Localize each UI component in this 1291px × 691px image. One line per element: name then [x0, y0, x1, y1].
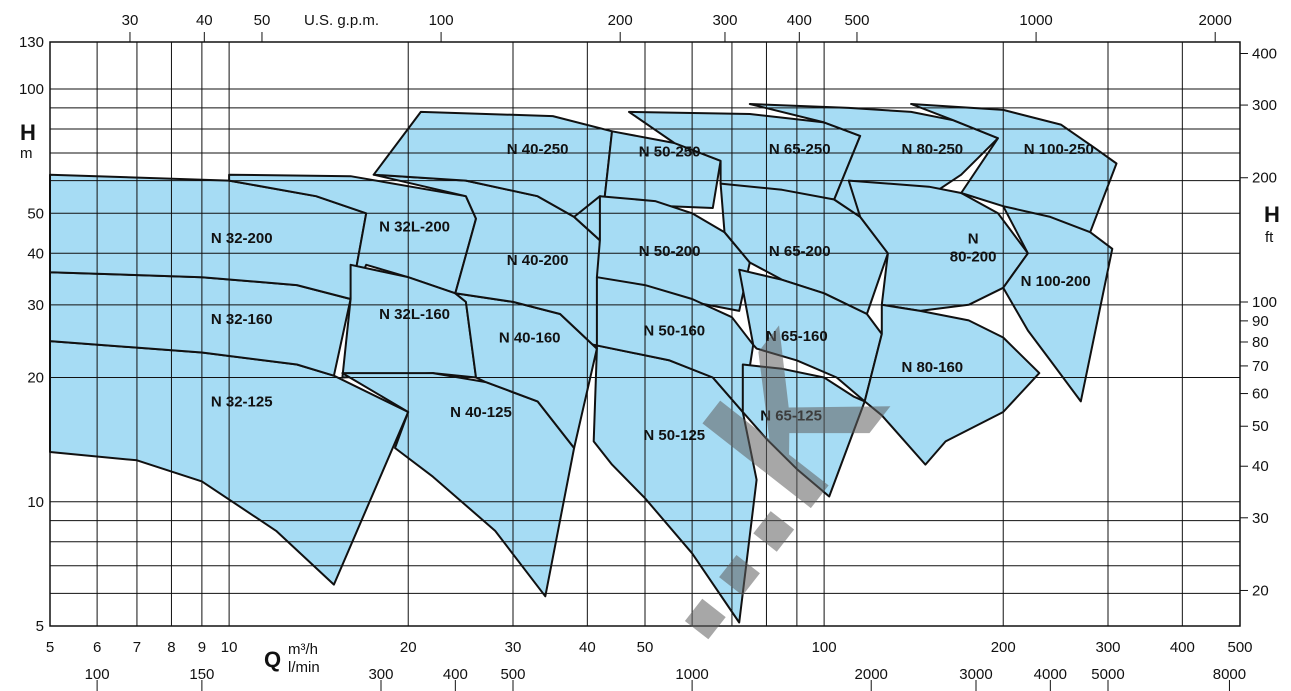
region-n-80-160: [863, 303, 1041, 466]
region-label: N 65-250: [769, 141, 831, 158]
region-label: N 80-250: [901, 141, 963, 158]
x-tick-m3h: 9: [198, 639, 206, 656]
y-right-unit: ft: [1265, 229, 1274, 246]
x-tick-gpm: 200: [608, 12, 633, 29]
y-tick-ft: 60: [1252, 386, 1269, 403]
y-tick-ft: 40: [1252, 458, 1269, 475]
y-tick-m: 50: [27, 205, 44, 222]
y-tick-m: 40: [27, 245, 44, 262]
x-tick-m3h: 200: [991, 639, 1016, 656]
y-tick-m: 5: [36, 618, 44, 635]
x-tick-gpm: 400: [787, 12, 812, 29]
x-unit-primary: m³/h: [288, 641, 318, 658]
y-tick-ft: 100: [1252, 294, 1277, 311]
x-top-unit: U.S. g.p.m.: [304, 12, 379, 29]
y-tick-ft: 80: [1252, 334, 1269, 351]
x-tick-lmin: 2000: [855, 666, 888, 683]
x-tick-m3h: 50: [637, 639, 654, 656]
region-label: N 40-125: [450, 404, 512, 421]
plot-frame: [49, 41, 1241, 627]
y-left-symbol: H: [20, 120, 36, 145]
region-label: N 80-200: [950, 231, 997, 266]
x-tick-m3h: 6: [93, 639, 101, 656]
x-tick-gpm: 30: [122, 12, 139, 29]
x-tick-lmin: 4000: [1034, 666, 1067, 683]
x-tick-lmin: 300: [368, 666, 393, 683]
x-tick-lmin: 100: [85, 666, 110, 683]
x-tick-m3h: 30: [505, 639, 522, 656]
y-tick-ft: 200: [1252, 170, 1277, 187]
region-label: N 50-250: [639, 144, 701, 161]
x-tick-m3h: 10: [221, 639, 238, 656]
y-tick-ft: 20: [1252, 582, 1269, 599]
x-tick-lmin: 8000: [1213, 666, 1246, 683]
y-tick-ft: 90: [1252, 313, 1269, 330]
x-tick-m3h: 8: [167, 639, 175, 656]
x-unit-secondary: l/min: [288, 659, 320, 676]
x-tick-lmin: 5000: [1091, 666, 1124, 683]
region-label: N 32L-200: [379, 218, 450, 235]
region-label: N 32-200: [211, 230, 273, 247]
x-tick-m3h: 5: [46, 639, 54, 656]
x-tick-gpm: 1000: [1019, 12, 1052, 29]
x-tick-m3h: 300: [1095, 639, 1120, 656]
x-tick-gpm: 2000: [1199, 12, 1232, 29]
axis-titles: H m H ft Q m³/h l/min U.S. g.p.m.: [20, 12, 1280, 676]
region-n-100-200: [1002, 205, 1114, 403]
x-tick-m3h: 40: [579, 639, 596, 656]
x-tick-m3h: 100: [812, 639, 837, 656]
y-tick-ft: 50: [1252, 418, 1269, 435]
region-label: N 65-160: [766, 328, 828, 345]
y-tick-ft: 400: [1252, 45, 1277, 62]
y-tick-ft: 300: [1252, 97, 1277, 114]
region-n-40-125: [341, 372, 576, 598]
region-label: N 65-200: [769, 243, 831, 260]
x-tick-m3h: 20: [400, 639, 417, 656]
y-tick-m: 130: [19, 34, 44, 51]
y-tick-m: 10: [27, 494, 44, 511]
region-label: N 100-200: [1021, 273, 1091, 290]
x-tick-lmin: 3000: [959, 666, 992, 683]
x-tick-m3h: 500: [1227, 639, 1252, 656]
y-right-symbol: H: [1264, 202, 1280, 227]
x-tick-m3h: 7: [133, 639, 141, 656]
region-label: N 32-125: [211, 393, 273, 410]
plot-border: [49, 41, 1241, 627]
region-label: N 50-125: [643, 427, 705, 444]
y-tick-m: 20: [27, 370, 44, 387]
region-label: N 32-160: [211, 311, 273, 328]
x-tick-gpm: 40: [196, 12, 213, 29]
region-label: N 50-200: [639, 243, 701, 260]
region-label: N 40-250: [507, 141, 569, 158]
x-tick-lmin: 500: [500, 666, 525, 683]
region-label: N 80-160: [901, 359, 963, 376]
region-label: N 65-125: [760, 407, 822, 424]
x-tick-lmin: 400: [443, 666, 468, 683]
x-tick-gpm: 500: [844, 12, 869, 29]
x-tick-gpm: 300: [712, 12, 737, 29]
region-labels: N 32-125 N 32-160 N 32-200 N 32L-200 N 32L-1…: [211, 141, 1094, 444]
axis-ticks: 5 6 7 8 9 10 20 30 40 50 100 200 300 400 500 100 150 300 4…: [19, 12, 1277, 691]
y-tick-ft: 30: [1252, 510, 1269, 527]
region-label: N 50-160: [643, 322, 705, 339]
x-tick-gpm: 100: [429, 12, 454, 29]
y-tick-ft: 70: [1252, 358, 1269, 375]
region-n-65-125: [741, 363, 866, 498]
region-n-32l-200: [228, 173, 477, 300]
x-tick-lmin: 150: [189, 666, 214, 683]
region-label: N 32L-160: [379, 306, 450, 323]
region-label: N 40-160: [499, 330, 561, 347]
x-tick-m3h: 400: [1170, 639, 1195, 656]
y-tick-m: 100: [19, 81, 44, 98]
y-left-unit: m: [20, 145, 33, 162]
x-tick-lmin: 1000: [675, 666, 708, 683]
region-label: N 40-200: [507, 252, 569, 269]
x-tick-gpm: 50: [254, 12, 271, 29]
x-symbol: Q: [264, 647, 281, 672]
region-label: N 100-250: [1024, 141, 1094, 158]
y-tick-m: 30: [27, 297, 44, 314]
